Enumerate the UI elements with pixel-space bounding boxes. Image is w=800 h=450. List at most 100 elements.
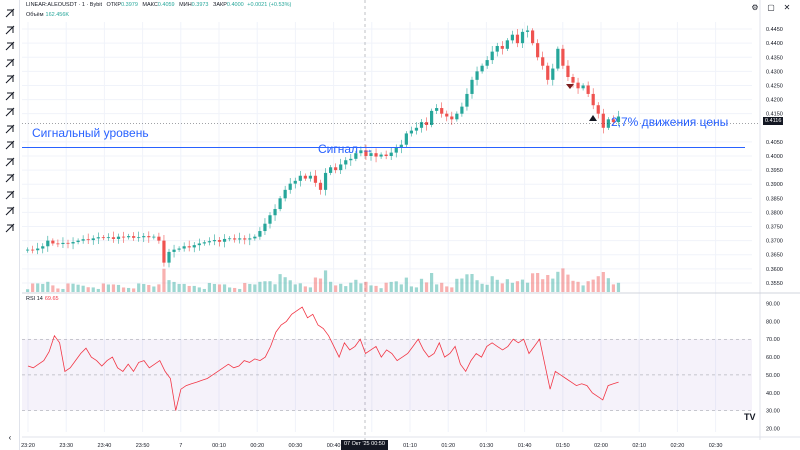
volume-bar	[248, 283, 252, 292]
candle-body	[283, 189, 287, 199]
price-axis-label: 0.4400	[766, 41, 783, 47]
fib-icon[interactable]	[2, 39, 18, 53]
candle-body	[576, 82, 580, 89]
rsi-axis-label: 20.00	[766, 426, 780, 432]
volume-bar	[217, 284, 222, 292]
volume-bar	[182, 283, 186, 292]
candle-body	[172, 249, 176, 252]
volume-legend[interactable]: Объём 162.456K	[26, 12, 69, 18]
crosshair-icon[interactable]	[2, 6, 18, 20]
time-axis-label: 23:50	[136, 443, 150, 449]
volume-bar	[228, 287, 232, 292]
candle-body	[51, 240, 55, 244]
candle-body	[334, 167, 338, 171]
volume-bar	[409, 286, 413, 292]
trend-line-icon[interactable]	[2, 23, 18, 37]
volume-bar	[546, 275, 550, 292]
candle-body	[76, 240, 80, 243]
lock-icon[interactable]	[2, 188, 18, 202]
rsi-value: 69.65	[44, 296, 59, 302]
candle-body	[212, 240, 217, 242]
emoji-icon[interactable]	[2, 122, 18, 136]
minimize-icon[interactable]: ▢	[767, 2, 775, 12]
candle-body	[379, 154, 383, 157]
candle-body	[298, 175, 302, 181]
pattern-icon[interactable]	[2, 56, 18, 70]
price-axis-label: 0.3650	[766, 253, 783, 259]
candle-body	[323, 172, 328, 190]
rsi-axis-label: 50.00	[766, 373, 780, 379]
text-icon[interactable]	[2, 105, 18, 119]
symbol-name[interactable]: LINEAR:ALEOUSDT · 1 · Bybit	[26, 2, 103, 8]
candle-body	[480, 65, 484, 72]
candle-body	[349, 158, 353, 161]
time-axis-label: 00:30	[289, 443, 303, 449]
buy-marker-icon[interactable]	[589, 115, 597, 121]
candle-body	[329, 167, 333, 173]
volume-bar	[283, 277, 287, 292]
volume-bar	[41, 283, 45, 292]
price-axis-label: 0.3750	[766, 225, 783, 231]
magnet-icon[interactable]	[2, 171, 18, 185]
candle-body	[571, 77, 575, 83]
high-label: МАКС	[142, 2, 158, 8]
brush-icon[interactable]	[2, 89, 18, 103]
volume-bar	[591, 279, 595, 292]
time-axis-label: 23:30	[59, 443, 73, 449]
price-move-annotation[interactable]: 2,7% движения цены	[611, 115, 729, 129]
volume-bar	[61, 288, 65, 292]
candle-body	[36, 248, 40, 251]
price-axis-label: 0.3850	[766, 196, 783, 202]
time-axis-label: 01:30	[480, 443, 494, 449]
volume-bar	[404, 277, 408, 292]
time-axis-label: 01:20	[441, 443, 455, 449]
price-axis-label: 0.4250	[766, 83, 783, 89]
volume-bar	[86, 287, 90, 292]
signal-level-annotation[interactable]: Сигнальный уровень	[32, 126, 149, 140]
price-axis-label: 0.3800	[766, 210, 783, 216]
volume-bar	[258, 281, 262, 292]
volume-bar	[293, 284, 297, 292]
signal-annotation[interactable]: Сигнал →	[318, 142, 373, 156]
volume-bar	[414, 287, 419, 292]
zoom-icon[interactable]	[2, 155, 18, 169]
candle-body	[293, 180, 297, 184]
candle-body	[505, 40, 509, 49]
eye-icon[interactable]	[2, 204, 18, 218]
close-icon[interactable]: ✕	[783, 2, 791, 12]
sell-marker-icon[interactable]	[566, 84, 574, 89]
rsi-axis-label: 70.00	[766, 337, 780, 343]
candle-body	[56, 243, 60, 245]
volume-bar	[132, 288, 136, 292]
volume-bar	[561, 268, 565, 292]
open-value: 0.3979	[121, 2, 138, 8]
volume-bar	[541, 279, 545, 292]
low-label: МИН	[179, 2, 192, 8]
volume-bar	[586, 281, 590, 292]
volume-bar	[581, 285, 585, 292]
time-axis-label: 00:40	[327, 443, 341, 449]
volume-bar	[121, 287, 126, 292]
volume-bar	[601, 272, 605, 292]
forecast-icon[interactable]	[2, 72, 18, 86]
candle-body	[384, 154, 388, 156]
volume-bar	[394, 281, 398, 292]
candle-body	[182, 246, 186, 249]
volume-bar	[76, 284, 80, 292]
volume-bar	[354, 279, 358, 292]
collapse-toolbar-icon[interactable]: ‹	[8, 432, 12, 442]
candle-body	[465, 93, 469, 107]
candle-body	[566, 65, 570, 78]
rsi-axis-label: 80.00	[766, 319, 780, 325]
candle-body	[222, 238, 227, 242]
ruler-icon[interactable]	[2, 138, 18, 152]
settings-icon[interactable]: ⚙	[751, 2, 759, 12]
rsi-legend[interactable]: RSI 14 69.65	[26, 296, 59, 302]
candle-body	[586, 85, 590, 94]
candle-body	[233, 238, 237, 240]
candle-body	[177, 248, 181, 250]
trash-icon[interactable]	[2, 221, 18, 235]
candle-body	[46, 240, 50, 247]
